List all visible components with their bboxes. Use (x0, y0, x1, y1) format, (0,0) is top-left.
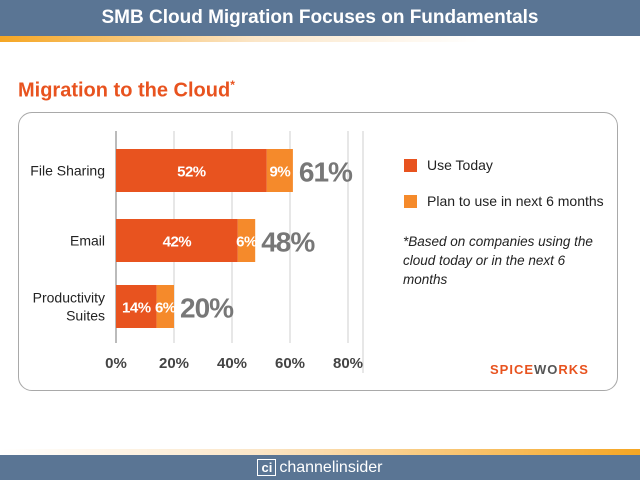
bar-total-label: 48% (261, 227, 315, 258)
legend-swatch-plan (404, 195, 417, 208)
x-tick-label: 60% (275, 355, 305, 372)
x-tick-label: 20% (159, 355, 189, 372)
footer-logo: ci channelinsider (0, 455, 640, 480)
legend-label-use-today: Use Today (427, 157, 493, 173)
footer-badge: ci (257, 459, 277, 476)
header-stripe (0, 36, 640, 42)
header-bar (0, 0, 640, 36)
subtitle-text: Migration to the Cloud (18, 79, 231, 102)
category-label: Email (70, 233, 105, 249)
x-tick-label: 40% (217, 355, 247, 372)
bar-total-label: 61% (299, 157, 353, 188)
bar-total-label: 20% (180, 293, 234, 324)
legend-swatch-use-today (404, 159, 417, 172)
bar-value-label: 6% (155, 300, 176, 317)
bar-value-label: 9% (270, 164, 291, 181)
footer-stripe (0, 449, 640, 455)
bar-value-label: 6% (236, 234, 257, 251)
x-tick-label: 80% (333, 355, 363, 372)
category-label: File Sharing (30, 163, 105, 179)
bar-chart: 0% 20% 40% 60% 80% File Sharing Email Productiv… (30, 131, 364, 373)
category-label: Productivity Suites (33, 290, 105, 324)
bar-value-label: 42% (163, 234, 192, 251)
subtitle-footnote-mark: * (230, 78, 235, 92)
bar-use-today (116, 219, 238, 262)
legend-label-plan: Plan to use in next 6 months (427, 193, 604, 209)
spiceworks-logo: SPICEWORKS (490, 362, 589, 377)
bar-use-today (116, 285, 157, 328)
bar-value-label: 52% (177, 164, 206, 181)
footer-bar (0, 455, 640, 480)
chart-subtitle: Migration to the Cloud* (18, 78, 235, 103)
bar-plan (156, 285, 174, 328)
bar-plan (266, 149, 293, 192)
x-tick-label: 0% (105, 355, 127, 372)
chart-panel: 0% 20% 40% 60% 80% File Sharing Email Productiv… (18, 112, 618, 391)
bar-value-label: 14% (122, 300, 151, 317)
footnote: *Based on companies using the cloud toda… (403, 234, 593, 287)
footer-brand-text: channelinsider (279, 459, 383, 476)
bar-use-today (116, 149, 267, 192)
bar-plan (237, 219, 256, 262)
page-title: SMB Cloud Migration Focuses on Fundament… (101, 7, 539, 28)
